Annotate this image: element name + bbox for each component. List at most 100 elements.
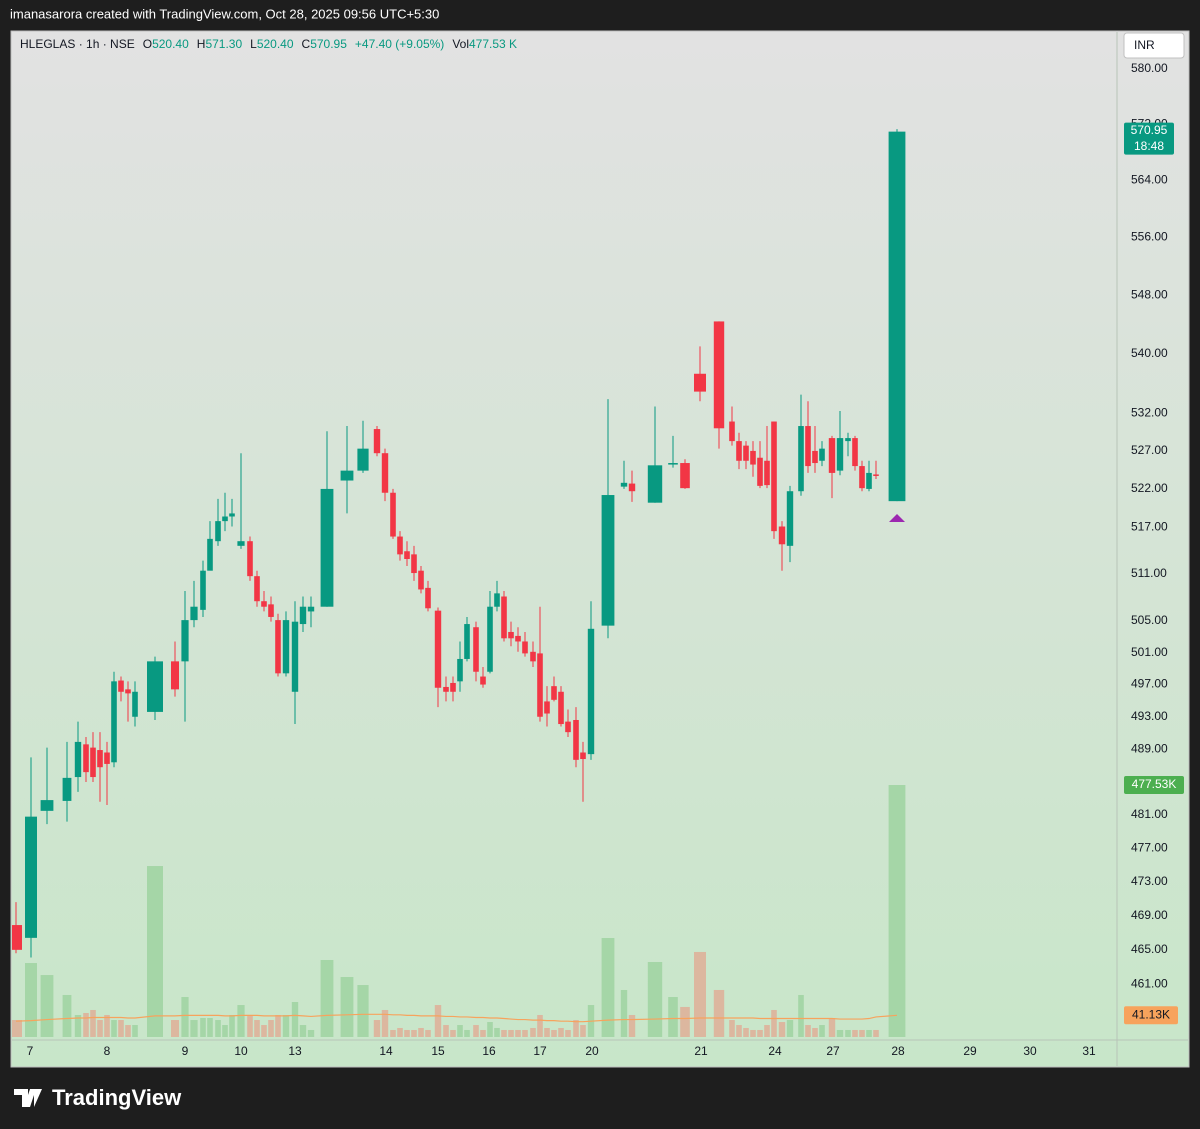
volume-bar: [411, 1029, 417, 1037]
countdown: 18:48: [1134, 139, 1164, 153]
volume-bar: [282, 1014, 290, 1037]
legend-value: +47.40 (+9.05%): [354, 37, 445, 51]
volume-bar: [480, 1029, 486, 1037]
x-tick-label: 8: [104, 1044, 111, 1058]
candle-body: [522, 641, 528, 654]
volume-bar: [508, 1029, 514, 1037]
candle-body: [320, 488, 334, 607]
y-tick-label: 532.00: [1131, 405, 1168, 419]
candle-body: [680, 463, 690, 489]
candle-body: [357, 448, 369, 471]
volume-bar: [207, 1018, 213, 1037]
volume-bar: [181, 996, 189, 1037]
candle-body: [97, 750, 103, 768]
x-tick-label: 7: [27, 1044, 34, 1058]
candle-body: [819, 448, 825, 461]
candle-body: [888, 131, 906, 502]
volume-bar: [373, 1020, 381, 1037]
y-tick-label: 473.00: [1131, 874, 1168, 888]
candle-body: [12, 925, 22, 950]
volume-bar: [852, 1029, 858, 1037]
legend-key: L: [250, 37, 257, 51]
candle-body: [647, 465, 663, 503]
candle-body: [171, 661, 179, 690]
volume-bar: [97, 1020, 103, 1037]
volume-bar: [601, 938, 615, 1037]
candle-body: [282, 620, 290, 674]
volume-bar: [515, 1029, 521, 1037]
volume-bar: [573, 1020, 579, 1037]
y-tick-label: 517.00: [1131, 519, 1168, 533]
candle-body: [464, 624, 470, 659]
volume-bar: [200, 1018, 206, 1037]
candle-body: [275, 620, 281, 674]
volume-bar: [299, 1025, 307, 1037]
currency-button[interactable]: [1123, 32, 1185, 59]
x-tick-label: 27: [826, 1044, 840, 1058]
brand-logo: [14, 1089, 42, 1107]
candle-body: [480, 676, 486, 685]
volume-bar: [544, 1027, 550, 1037]
volume-bar: [873, 1029, 879, 1037]
volume-value: 477.53K: [1132, 777, 1177, 791]
volume-bar: [390, 1029, 396, 1037]
y-tick-label: 580.00: [1131, 61, 1168, 75]
candle-body: [207, 538, 213, 571]
x-tick-label: 16: [482, 1044, 496, 1058]
candle-body: [805, 426, 811, 467]
volume-bar: [190, 1020, 198, 1037]
y-tick-label: 477.00: [1131, 840, 1168, 854]
candle-body: [291, 621, 299, 692]
candle-body: [501, 596, 507, 639]
x-tick-label: 24: [768, 1044, 782, 1058]
volume-badge: [1124, 776, 1184, 794]
volume-bar: [457, 1025, 463, 1037]
volume-bar: [836, 1029, 844, 1037]
volume-bar: [62, 994, 72, 1037]
y-tick-label: 461.00: [1131, 976, 1168, 990]
candle-body: [668, 463, 678, 465]
candle-body: [457, 658, 463, 682]
volume-bar: [729, 1020, 735, 1037]
volume-bar: [845, 1029, 851, 1037]
legend-key: Vol: [452, 37, 469, 51]
volume-bar: [222, 1025, 228, 1037]
y-tick-label: 489.00: [1131, 741, 1168, 755]
axes: 580.00572.00564.00556.00548.00540.00532.…: [27, 61, 1168, 1058]
volume-bar: [254, 1020, 260, 1037]
candle-body: [836, 438, 844, 471]
volume-bar: [743, 1027, 749, 1037]
legend: HLEGLAS · 1h · NSE O 520.40 H 571.30 L 520.40…: [20, 37, 517, 51]
volume-bar: [530, 1027, 536, 1037]
volume-bar: [434, 1005, 442, 1037]
candle-body: [473, 627, 479, 672]
candle-body: [828, 438, 836, 473]
volume-bar: [694, 951, 706, 1037]
volume-ma-line: [15, 1013, 898, 1023]
candle-body: [812, 450, 818, 464]
candle-body: [487, 606, 493, 672]
legend-value: 520.40: [152, 37, 189, 51]
volume-bar: [111, 1020, 117, 1037]
price-pane: [12, 129, 906, 958]
x-tick-label: 21: [694, 1044, 708, 1058]
volume-bar: [580, 1025, 586, 1037]
candle-body: [694, 373, 706, 392]
candle-body: [111, 681, 117, 763]
y-tick-label: 564.00: [1131, 173, 1168, 187]
volume-bar: [25, 963, 37, 1037]
volume-bar: [275, 1014, 281, 1037]
y-tick-label: 548.00: [1131, 287, 1168, 301]
volume-bar: [494, 1027, 500, 1037]
badges: 570.95 18:48 477.53K 41.13K: [1124, 122, 1184, 1025]
volume-bar: [320, 960, 334, 1037]
candle-body: [104, 752, 110, 764]
volume-bar: [261, 1025, 267, 1037]
volume-bar: [771, 1009, 777, 1037]
x-tick-label: 9: [182, 1044, 189, 1058]
candle-body: [390, 492, 396, 537]
candle-body: [25, 816, 37, 938]
currency[interactable]: INR: [1134, 38, 1155, 52]
x-tick-label: 29: [963, 1044, 977, 1058]
volume-bar: [713, 989, 725, 1037]
